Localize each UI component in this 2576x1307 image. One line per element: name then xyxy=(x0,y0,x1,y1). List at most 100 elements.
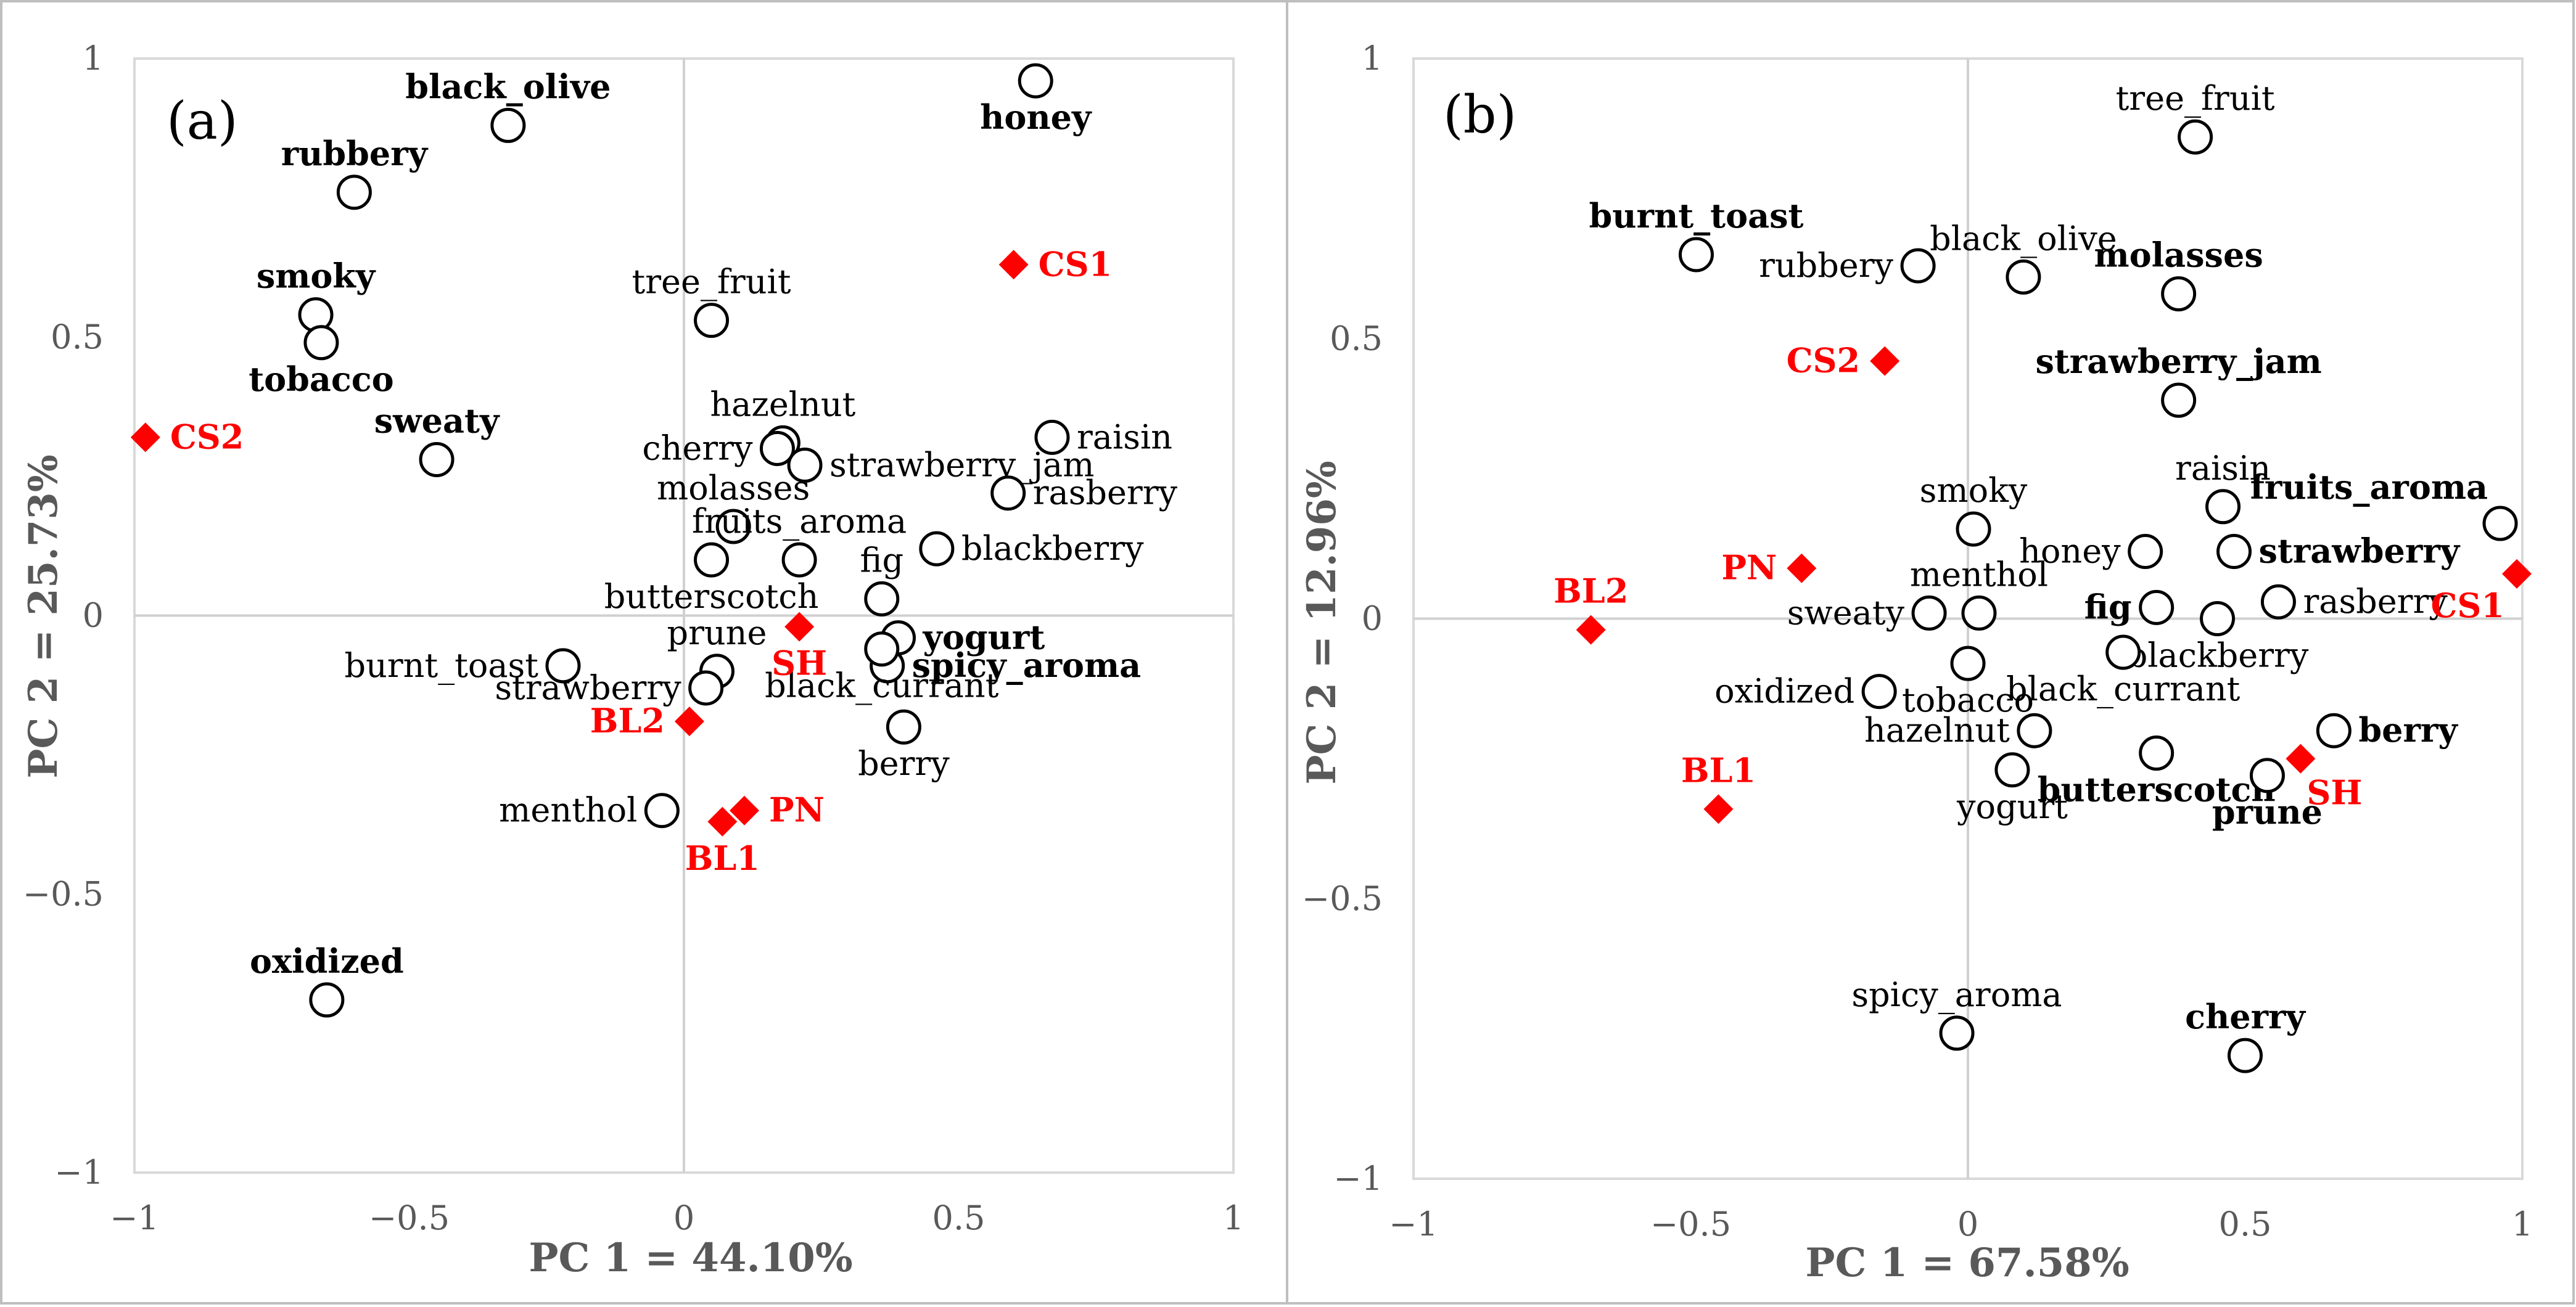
x-tick-label: 0.5 xyxy=(932,1198,986,1237)
sample-point-bl2 xyxy=(674,707,704,737)
x-tick-label: −1 xyxy=(1389,1205,1438,1243)
sample-label-bl1: BL1 xyxy=(1681,750,1756,790)
y-tick-label: 0.5 xyxy=(1330,319,1383,358)
y-axis-title: PC 2 = 12.96% xyxy=(1299,461,1345,784)
sample-point-bl1 xyxy=(1703,794,1734,824)
attribute-point-rasberry xyxy=(2260,584,2296,620)
x-tick-label: 0 xyxy=(673,1198,694,1237)
sample-label-cs2: CS2 xyxy=(1787,341,1861,380)
attribute-label-blackberry: blackberry xyxy=(2126,636,2309,675)
attribute-point-smoky xyxy=(1956,511,1991,547)
attribute-label-raisin: raisin xyxy=(1077,417,1172,456)
attribute-point-sweaty xyxy=(419,442,455,478)
attribute-label-fig: fig xyxy=(860,541,903,580)
attribute-label-strawberry: strawberry xyxy=(2259,531,2461,570)
y-tick-label: −1 xyxy=(1333,1159,1383,1198)
attribute-point-blackberry xyxy=(919,531,955,567)
sample-label-sh: SH xyxy=(772,644,827,683)
attribute-point-fig xyxy=(864,581,900,617)
attribute-label-hazelnut: hazelnut xyxy=(1864,711,2010,750)
attribute-label-smoky: smoky xyxy=(257,256,376,296)
attribute-point-butterscotch xyxy=(2139,735,2175,771)
sample-point-cs1 xyxy=(2502,559,2532,589)
attribute-label-yogurt: yogurt xyxy=(1956,787,2068,826)
attribute-point-berry xyxy=(2316,713,2352,748)
sample-label-pn: PN xyxy=(769,790,825,830)
x-tick-label: −1 xyxy=(110,1198,159,1237)
attribute-label-yogurt: yogurt xyxy=(922,618,1045,657)
x-axis-title: PC 1 = 44.10% xyxy=(529,1235,852,1281)
attribute-label-rasberry: rasberry xyxy=(2303,582,2448,621)
attribute-label-fruits-aroma: fruits_aroma xyxy=(692,502,907,541)
attribute-label-black-currant: black_currant xyxy=(765,666,999,705)
attribute-point-yogurt xyxy=(1994,752,2030,788)
attribute-point-oxidized xyxy=(309,982,345,1018)
attribute-point-black-currant xyxy=(864,631,900,667)
attribute-point-honey xyxy=(2128,533,2163,569)
attribute-label-rubbery: rubbery xyxy=(1759,246,1893,285)
attribute-label-spicy-aroma: spicy_aroma xyxy=(1851,975,2062,1014)
sample-point-cs2 xyxy=(130,422,160,453)
panel-label: (b) xyxy=(1443,84,1516,145)
attribute-label-honey: honey xyxy=(980,97,1092,137)
attribute-label-black-currant: black_currant xyxy=(2006,670,2241,708)
attribute-point-rubbery xyxy=(336,174,372,210)
sample-label-cs1: CS1 xyxy=(1039,244,1113,284)
attribute-point-tree-fruit xyxy=(694,303,730,338)
attribute-point-rasberry xyxy=(990,475,1026,511)
attribute-label-burnt-toast: burnt_toast xyxy=(345,646,539,685)
attribute-label-sweaty: sweaty xyxy=(374,401,500,441)
panel-label: (a) xyxy=(167,91,238,151)
attribute-label-sweaty: sweaty xyxy=(1787,593,1905,632)
attribute-point-prune xyxy=(2249,758,2285,793)
attribute-label-spicy-aroma: spicy_aroma xyxy=(912,645,1142,685)
attribute-point-raisin xyxy=(1034,419,1070,455)
attribute-point-rubbery xyxy=(1900,248,1936,284)
sample-point-bl1 xyxy=(707,806,738,837)
y-tick-label: 0 xyxy=(1362,599,1383,638)
attribute-point-tree-fruit xyxy=(2178,119,2213,155)
panel-b: −1 −0.5 0 0.5 1 −1 −0.5 0 0.5 1 PC 1 = 67.58% PC 2 … xyxy=(1299,39,2533,1286)
attribute-point-molasses xyxy=(2161,276,2197,312)
attribute-point-cherry xyxy=(2228,1038,2263,1073)
attribute-label-berry: berry xyxy=(858,744,950,783)
attribute-label-burnt-toast: burnt_toast xyxy=(1589,196,1804,236)
attribute-point-tobacco xyxy=(303,325,339,361)
attribute-label-strawberry-jam: strawberry_jam xyxy=(829,446,1094,485)
attribute-label-oxidized: oxidized xyxy=(1714,672,1854,711)
sample-label-bl2: BL2 xyxy=(590,701,665,740)
attribute-label-fig: fig xyxy=(2084,587,2132,626)
attribute-point-menthol xyxy=(644,793,680,829)
attribute-point-molasses xyxy=(715,509,751,544)
attribute-point-burnt-toast xyxy=(1678,237,1714,272)
attribute-label-menthol: menthol xyxy=(1910,555,2048,594)
sample-label-pn: PN xyxy=(1721,548,1777,588)
attribute-label-cherry: cherry xyxy=(2185,997,2306,1036)
attribute-point-fruits-aroma xyxy=(781,542,817,578)
attribute-point-spicy-aroma xyxy=(1939,1015,1975,1051)
y-axis-title: PC 2 = 25.73% xyxy=(20,454,67,778)
attribute-label-strawberry-jam: strawberry_jam xyxy=(2035,342,2321,381)
sample-point-bl2 xyxy=(1576,615,1606,645)
attribute-point-strawberry xyxy=(688,670,724,706)
y-tick-label: −0.5 xyxy=(1302,879,1383,918)
attribute-point-raisin xyxy=(2205,489,2241,525)
attribute-label-berry: berry xyxy=(2358,710,2458,750)
attribute-point-burnt-toast xyxy=(545,648,581,684)
attribute-label-tobacco: tobacco xyxy=(1902,681,2034,719)
sample-point-sh xyxy=(784,612,815,642)
y-tick-label: 0.5 xyxy=(51,318,104,356)
attribute-point-butterscotch xyxy=(694,542,730,578)
sample-point-sh xyxy=(2286,744,2316,774)
attribute-label-fruits-aroma: fruits_aroma xyxy=(2250,467,2488,507)
attribute-point-menthol xyxy=(1961,595,1997,631)
attribute-label-blackberry: blackberry xyxy=(961,529,1144,568)
attribute-label-smoky: smoky xyxy=(1920,471,2028,510)
attribute-point-oxidized xyxy=(1861,674,1897,710)
attribute-point-black-olive xyxy=(490,107,526,143)
attribute-point-black-olive xyxy=(2006,259,2041,295)
x-tick-label: −0.5 xyxy=(369,1198,450,1237)
sample-point-cs1 xyxy=(998,250,1029,280)
attribute-label-prune: prune xyxy=(2212,792,2323,832)
attribute-label-oxidized: oxidized xyxy=(250,941,404,981)
